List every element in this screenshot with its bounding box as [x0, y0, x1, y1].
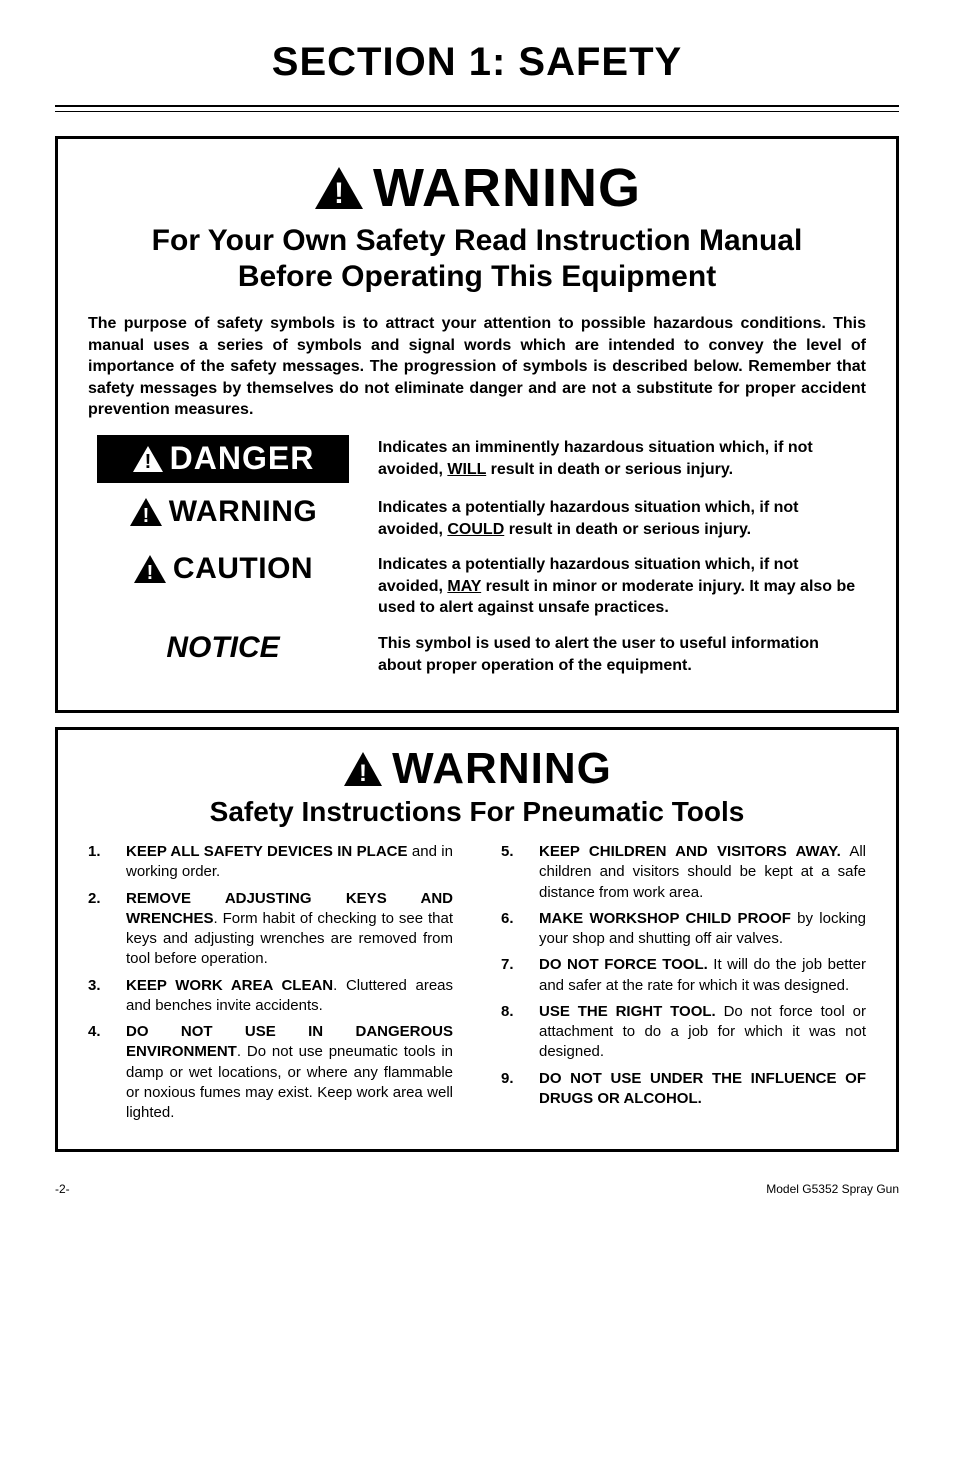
item-number: 8. [501, 1002, 521, 1063]
caution-badge: ! CAUTION [88, 552, 358, 586]
warning-row-label: WARNING [169, 495, 318, 529]
symbol-row-caution: ! CAUTION Indicates a potentially hazard… [88, 552, 866, 619]
warning-desc-post: result in death or serious injury. [504, 521, 751, 538]
item-number: 4. [88, 1022, 108, 1123]
item-body: DO NOT FORCE TOOL. It will do the job be… [539, 955, 866, 996]
page-number: -2- [55, 1182, 70, 1196]
danger-label: DANGER [170, 440, 315, 477]
svg-text:!: ! [334, 177, 344, 210]
danger-desc: Indicates an imminently hazardous situat… [378, 435, 866, 480]
warning-triangle-icon: ! [342, 750, 384, 788]
svg-text:!: ! [147, 562, 154, 584]
item-bold: KEEP ALL SAFETY DEVICES IN PLACE [126, 843, 407, 860]
list-item: 2.REMOVE ADJUSTING KEYS AND WRENCHES. Fo… [88, 889, 453, 970]
list-item: 7. DO NOT FORCE TOOL. It will do the job … [501, 955, 866, 996]
list-item: 3. KEEP WORK AREA CLEAN. Cluttered areas … [88, 976, 453, 1017]
item-body: USE THE RIGHT TOOL. Do not force tool or… [539, 1002, 866, 1063]
warning-triangle-icon: ! [129, 497, 163, 527]
warning-desc: Indicates a potentially hazardous situat… [378, 495, 866, 540]
list-item: 6. MAKE WORKSHOP CHILD PROOF by locking y… [501, 909, 866, 950]
item-bold: DO NOT USE UNDER THE INFLUENCE OF DRUGS … [539, 1070, 866, 1107]
subtitle-line1: For Your Own Safety Read Instruction Man… [152, 224, 803, 257]
warning-triangle-icon: ! [313, 165, 365, 211]
rule-top-thin [55, 111, 899, 112]
instructions-subtitle: Safety Instructions For Pneumatic Tools [88, 796, 866, 828]
caution-desc: Indicates a potentially hazardous situat… [378, 552, 866, 619]
symbol-row-notice: NOTICE This symbol is used to alert the … [88, 631, 866, 676]
danger-triangle-icon: ! [132, 445, 164, 473]
danger-box: ! DANGER [97, 435, 349, 483]
svg-text:!: ! [359, 760, 367, 787]
symbol-row-danger: ! DANGER Indicates an imminently hazardo… [88, 435, 866, 483]
item-bold: USE THE RIGHT TOOL. [539, 1003, 716, 1020]
list-item: 9. DO NOT USE UNDER THE INFLUENCE OF DRUG… [501, 1069, 866, 1110]
item-body: MAKE WORKSHOP CHILD PROOF by locking you… [539, 909, 866, 950]
item-number: 6. [501, 909, 521, 950]
item-number: 1. [88, 842, 108, 883]
symbol-table: ! DANGER Indicates an imminently hazardo… [88, 435, 866, 676]
item-body: KEEP ALL SAFETY DEVICES IN PLACE and in … [126, 842, 453, 883]
item-bold: DO NOT FORCE TOOL. [539, 956, 708, 973]
item-body: REMOVE ADJUSTING KEYS AND WRENCHES. Form… [126, 889, 453, 970]
danger-desc-post: result in death or serious injury. [486, 461, 733, 478]
item-number: 5. [501, 842, 521, 903]
safety-instructions-box: ! WARNING Safety Instructions For Pneuma… [55, 727, 899, 1152]
item-bold: MAKE WORKSHOP CHILD PROOF [539, 910, 791, 927]
model-label: Model G5352 Spray Gun [766, 1182, 899, 1196]
left-column: 1. KEEP ALL SAFETY DEVICES IN PLACE and i… [88, 842, 453, 1129]
caution-desc-u: MAY [447, 578, 481, 595]
instruction-columns: 1. KEEP ALL SAFETY DEVICES IN PLACE and i… [88, 842, 866, 1129]
warning-label-2: WARNING [392, 744, 612, 794]
rule-top-thick [55, 105, 899, 107]
right-column: 5. KEEP CHILDREN AND VISITORS AWAY. All c… [501, 842, 866, 1129]
item-bold: KEEP WORK AREA CLEAN [126, 977, 333, 994]
svg-text:!: ! [142, 505, 149, 527]
notice-desc: This symbol is used to alert the user to… [378, 631, 866, 676]
item-body: DO NOT USE UNDER THE INFLUENCE OF DRUGS … [539, 1069, 866, 1110]
list-item: 8. USE THE RIGHT TOOL. Do not force tool … [501, 1002, 866, 1063]
warning-header: ! WARNING [88, 157, 866, 219]
item-body: KEEP CHILDREN AND VISITORS AWAY. All chi… [539, 842, 866, 903]
warning-desc-u: COULD [447, 521, 504, 538]
subtitle-line2: Before Operating This Equipment [238, 260, 716, 293]
subtitle: For Your Own Safety Read Instruction Man… [88, 223, 866, 295]
list-item: 5. KEEP CHILDREN AND VISITORS AWAY. All c… [501, 842, 866, 903]
item-bold: KEEP CHILDREN AND VISITORS AWAY. [539, 843, 841, 860]
notice-label: NOTICE [166, 631, 279, 665]
item-number: 9. [501, 1069, 521, 1110]
notice-badge: NOTICE [88, 631, 358, 665]
item-body: DO NOT USE IN DANGEROUS ENVIRONMENT. Do … [126, 1022, 453, 1123]
safety-definitions-box: ! WARNING For Your Own Safety Read Instr… [55, 136, 899, 713]
item-number: 2. [88, 889, 108, 970]
item-body: KEEP WORK AREA CLEAN. Cluttered areas an… [126, 976, 453, 1017]
item-number: 7. [501, 955, 521, 996]
warning-header-2: ! WARNING [88, 744, 866, 794]
caution-triangle-icon: ! [133, 554, 167, 584]
item-number: 3. [88, 976, 108, 1017]
caution-row-label: CAUTION [173, 552, 313, 586]
intro-paragraph: The purpose of safety symbols is to attr… [88, 313, 866, 421]
symbol-row-warning: ! WARNING Indicates a potentially hazard… [88, 495, 866, 540]
warning-badge: ! WARNING [88, 495, 358, 529]
list-item: 1. KEEP ALL SAFETY DEVICES IN PLACE and i… [88, 842, 453, 883]
danger-badge: ! DANGER [88, 435, 358, 483]
section-title: SECTION 1: SAFETY [55, 40, 899, 85]
warning-label: WARNING [373, 157, 641, 219]
danger-desc-u: WILL [447, 461, 486, 478]
list-item: 4.DO NOT USE IN DANGEROUS ENVIRONMENT. D… [88, 1022, 453, 1123]
page-footer: -2- Model G5352 Spray Gun [55, 1182, 899, 1196]
svg-text:!: ! [144, 451, 151, 473]
